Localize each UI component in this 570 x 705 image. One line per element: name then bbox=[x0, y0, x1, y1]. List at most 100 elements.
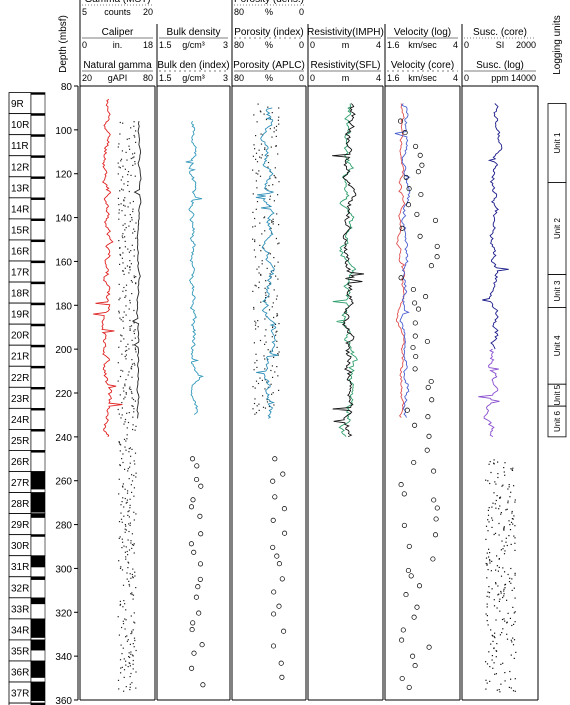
series-point bbox=[117, 146, 119, 148]
series-point bbox=[117, 380, 119, 382]
series-point bbox=[277, 278, 279, 280]
series-point bbox=[491, 506, 493, 508]
core-label: 26R bbox=[11, 457, 29, 468]
core-recovery-fill bbox=[31, 682, 45, 701]
series-point bbox=[494, 481, 496, 483]
series-point bbox=[512, 606, 514, 608]
series-point bbox=[123, 338, 125, 340]
series-point bbox=[129, 689, 131, 691]
series-point bbox=[275, 331, 277, 333]
depth-tick-label: 220 bbox=[55, 389, 72, 400]
track-header-min: 0 bbox=[310, 73, 315, 83]
series-point bbox=[128, 412, 130, 414]
series-point bbox=[135, 276, 137, 278]
series-point bbox=[133, 474, 135, 477]
core-recovery-box bbox=[30, 176, 46, 199]
core-label: 30R bbox=[11, 541, 29, 552]
core-recovery-fill bbox=[31, 618, 45, 638]
series-point bbox=[133, 275, 135, 277]
series-point bbox=[117, 679, 120, 681]
series-point bbox=[510, 678, 512, 680]
series-point bbox=[122, 189, 124, 191]
series-point bbox=[123, 273, 125, 275]
depth-tick-label: 180 bbox=[55, 301, 72, 312]
series-point bbox=[129, 656, 131, 658]
series-point bbox=[275, 237, 277, 240]
track-header-max: 0 bbox=[299, 40, 304, 50]
series-point bbox=[274, 176, 276, 178]
series-point bbox=[510, 468, 512, 470]
series-point bbox=[261, 260, 263, 262]
series-point bbox=[267, 161, 270, 164]
series-point bbox=[118, 441, 120, 443]
series-point bbox=[121, 402, 123, 404]
series-point bbox=[119, 567, 122, 569]
series-point bbox=[263, 113, 265, 115]
series-point bbox=[501, 632, 503, 634]
series-point bbox=[134, 152, 136, 154]
series-point bbox=[275, 298, 278, 300]
series-point bbox=[133, 411, 135, 413]
series-point bbox=[269, 273, 271, 275]
series-point bbox=[397, 118, 404, 124]
series-point bbox=[489, 559, 491, 561]
track-header-name: Velocity (log) bbox=[394, 27, 451, 38]
series-point bbox=[513, 535, 515, 537]
series-point bbox=[198, 483, 204, 489]
series-point bbox=[489, 461, 491, 463]
series-point bbox=[130, 577, 132, 579]
series-point bbox=[130, 280, 132, 282]
series-point bbox=[504, 571, 506, 573]
series-point bbox=[129, 573, 131, 575]
series-point bbox=[514, 499, 516, 501]
series-point bbox=[257, 326, 259, 328]
core-recovery-box bbox=[30, 155, 46, 178]
series-point bbox=[495, 569, 497, 571]
series-point bbox=[425, 414, 431, 420]
series-point bbox=[129, 319, 131, 322]
series-point bbox=[272, 376, 274, 378]
track-header-unit: ppm bbox=[491, 73, 509, 83]
series-point bbox=[121, 538, 123, 540]
series-point bbox=[119, 247, 121, 249]
series-point bbox=[124, 383, 126, 385]
series-point bbox=[255, 285, 257, 287]
series-point bbox=[131, 405, 133, 407]
series-point bbox=[118, 521, 121, 523]
series-point bbox=[133, 646, 135, 648]
series-point bbox=[122, 224, 124, 226]
series-point bbox=[494, 673, 496, 675]
series-point bbox=[255, 380, 258, 382]
series-point bbox=[511, 641, 513, 643]
series-point bbox=[126, 501, 128, 503]
series-point bbox=[120, 340, 122, 342]
series-point bbox=[500, 683, 502, 685]
core-label: 15R bbox=[11, 225, 29, 236]
series-point bbox=[269, 283, 271, 285]
series-point bbox=[132, 416, 134, 418]
series-point bbox=[128, 516, 130, 518]
series-point bbox=[503, 529, 505, 531]
series-point bbox=[496, 643, 498, 645]
series-point bbox=[127, 639, 129, 641]
series-point bbox=[124, 524, 126, 526]
series-point bbox=[132, 200, 134, 203]
core-recovery-fill bbox=[31, 176, 45, 179]
series-point bbox=[408, 573, 414, 579]
series-point bbox=[492, 635, 494, 637]
series-point bbox=[496, 650, 498, 652]
series-point bbox=[118, 537, 120, 539]
series-point bbox=[131, 654, 134, 656]
series-point bbox=[125, 546, 127, 548]
series-point bbox=[124, 628, 126, 630]
series-point bbox=[275, 145, 277, 147]
series-point bbox=[502, 628, 504, 630]
series-point bbox=[498, 600, 500, 602]
series-point bbox=[125, 295, 127, 297]
series-point bbox=[127, 567, 129, 569]
series-point bbox=[199, 642, 205, 648]
series-point bbox=[499, 496, 502, 498]
series-point bbox=[125, 305, 127, 307]
core-recovery-box bbox=[30, 386, 46, 409]
core-recovery-fill bbox=[31, 260, 45, 264]
